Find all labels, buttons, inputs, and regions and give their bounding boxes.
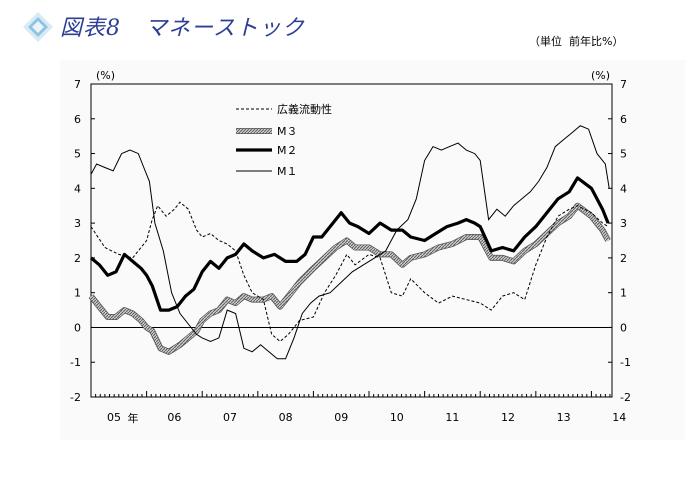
y-tick-label-left: 7 xyxy=(74,78,81,91)
figure-title: 図表8 マネーストック xyxy=(60,10,305,42)
x-tick-label: 06 xyxy=(167,411,181,424)
plot-frame xyxy=(90,83,613,398)
figure-label: 図表8 xyxy=(60,16,121,41)
y-tick-label-right: -1 xyxy=(620,356,631,369)
y-tick-label-right: 3 xyxy=(620,217,627,230)
series-line-m3 xyxy=(89,203,611,355)
legend-label: 広義流動性 xyxy=(277,102,332,116)
y-tick-label-right: 4 xyxy=(620,182,627,195)
legend-label: M２ xyxy=(277,144,298,157)
y-tick-label-left: -1 xyxy=(70,356,81,369)
series-line-dashed xyxy=(90,201,609,343)
x-tick-label: 07 xyxy=(223,411,237,424)
x-tick-label: 12 xyxy=(501,411,515,424)
x-tick-label: 05 xyxy=(107,411,121,424)
series-line-thin xyxy=(90,125,610,360)
y-tick-label-left: 3 xyxy=(74,217,81,230)
y-tick-label-right: 5 xyxy=(620,148,627,161)
figure-title-text: マネーストック xyxy=(144,16,305,41)
x-tick-label: 09 xyxy=(334,411,348,424)
x-year-suffix: 年 xyxy=(128,411,139,425)
x-tick-label: 13 xyxy=(557,411,571,424)
y-tick-label-right: 6 xyxy=(620,113,627,126)
legend-label: M１ xyxy=(277,165,298,178)
y-tick-label-left: 0 xyxy=(74,321,81,334)
y-tick-label-left: 2 xyxy=(74,252,81,265)
diamond-bullet-icon xyxy=(23,12,53,42)
y-tick-label-right: 0 xyxy=(620,321,627,334)
y-tick-label-right: 1 xyxy=(620,287,627,300)
y-tick-label-left: 5 xyxy=(74,148,81,161)
legend-label: M３ xyxy=(277,125,298,138)
x-tick-label: 08 xyxy=(279,411,293,424)
y-unit-right: (%) xyxy=(591,69,610,82)
x-tick-label: 11 xyxy=(445,411,459,424)
y-tick-label-left: -2 xyxy=(70,391,81,404)
y-tick-label-right: -2 xyxy=(620,391,631,404)
y-tick-label-left: 4 xyxy=(74,182,81,195)
figure-header: 図表8 マネーストック （単位 前年比%） xyxy=(0,0,700,60)
y-unit-left: (%) xyxy=(96,69,115,82)
series-line-bold xyxy=(89,176,610,312)
y-tick-label-left: 6 xyxy=(74,113,81,126)
unit-note: （単位 前年比%） xyxy=(529,35,624,48)
x-tick-label: 14 xyxy=(612,411,626,424)
y-tick-label-left: 1 xyxy=(74,287,81,300)
y-tick-label-right: 7 xyxy=(620,78,627,91)
y-tick-label-right: 2 xyxy=(620,252,627,265)
x-tick-label: 10 xyxy=(390,411,404,424)
